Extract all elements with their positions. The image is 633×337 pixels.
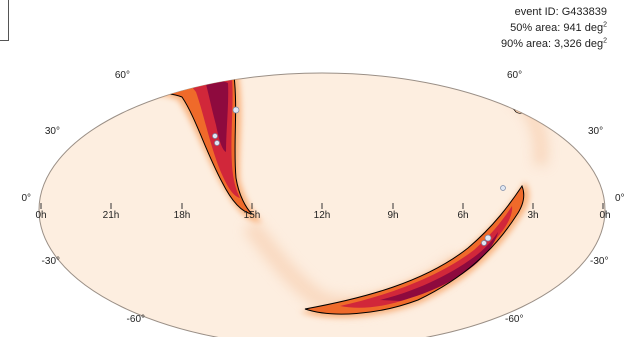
region-west-peak — [206, 80, 229, 152]
dec-labels-left: 60° 30° 0° -30° -60° — [21, 70, 145, 325]
dec-label: -60° — [505, 314, 523, 325]
ra-label: 15h — [244, 210, 261, 221]
ra-label: 0h — [35, 210, 46, 221]
dec-label: -30° — [590, 256, 608, 267]
ra-ticks — [40, 203, 604, 209]
ra-label: 12h — [314, 210, 331, 221]
ra-label: 18h — [174, 210, 191, 221]
area-90: 90% area: 3,326 deg2 — [500, 37, 607, 50]
dec-label: -30° — [42, 256, 60, 267]
dec-label: 0° — [21, 193, 31, 204]
ra-label: 21h — [103, 210, 120, 221]
dec-label: -60° — [127, 314, 145, 325]
dec-label: 0° — [615, 193, 625, 204]
dec-label: 60° — [115, 70, 130, 81]
dec-label: 30° — [588, 126, 603, 137]
panel-edge — [0, 0, 9, 41]
ra-label: 6h — [457, 210, 468, 221]
dec-label: 60° — [507, 70, 522, 81]
ra-label: 9h — [387, 210, 398, 221]
galaxy-markers — [212, 94, 511, 246]
dec-labels-right: 60° 30° 0° -30° -60° — [505, 70, 625, 325]
ra-labels: 0h 21h 18h 15h 12h 9h 6h 3h 0h — [35, 210, 610, 221]
contour-south — [304, 184, 525, 315]
area-50: 50% area: 941 deg2 — [510, 21, 607, 34]
dec-label: 30° — [45, 126, 60, 137]
ra-label: 3h — [527, 210, 538, 221]
ra-label: 0h — [599, 210, 610, 221]
event-info: event ID: G433839 50% area: 941 deg2 90%… — [501, 4, 607, 52]
event-id: event ID: G433839 — [514, 6, 607, 18]
